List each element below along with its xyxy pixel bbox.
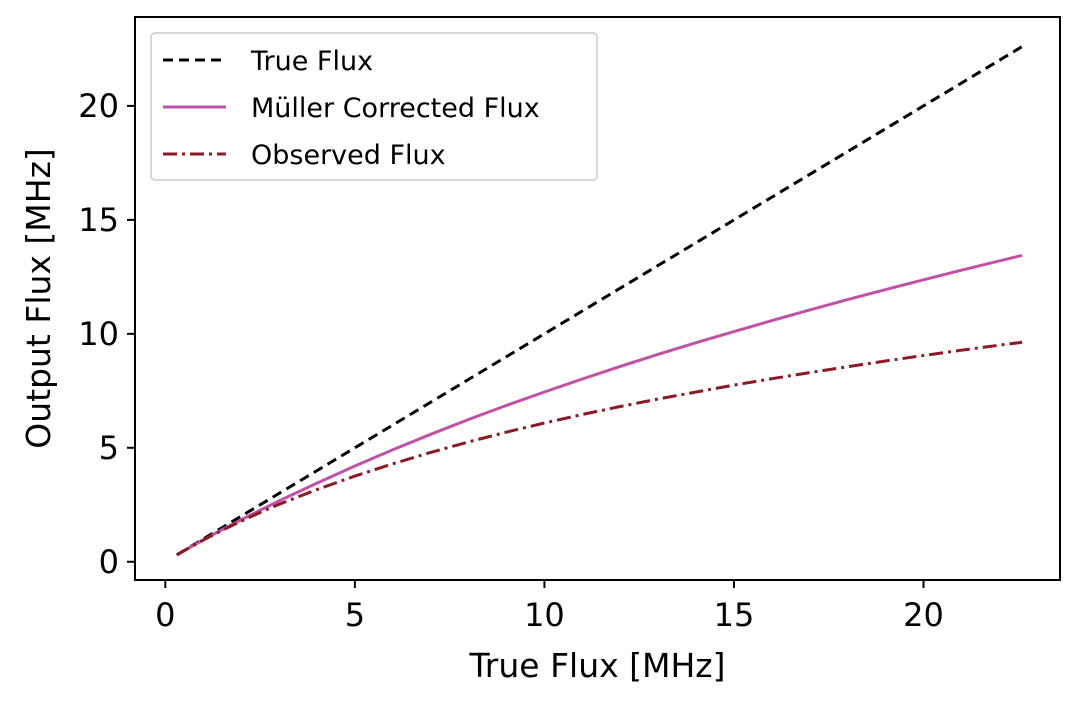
y-tick-label: 15	[78, 201, 119, 239]
x-tick-label: 10	[524, 596, 565, 634]
y-tick-label: 5	[99, 429, 119, 467]
plot-frame	[134, 16, 1061, 581]
y-axis: 0 5 10 15 20	[78, 87, 135, 581]
series-layer	[175, 45, 1023, 557]
x-tick-label: 20	[903, 596, 944, 634]
y-tick-label: 10	[78, 315, 119, 353]
x-tick-label: 5	[345, 596, 365, 634]
series-line-1	[175, 45, 1023, 557]
legend-label-2: Müller Corrected Flux	[251, 93, 540, 124]
y-tick-label: 20	[78, 87, 119, 125]
x-axis: 0 5 10 15 20	[155, 580, 944, 634]
legend-label-3: Observed Flux	[251, 140, 446, 171]
x-axis-title: True Flux [MHz]	[468, 646, 725, 685]
x-tick-label: 0	[155, 596, 175, 634]
legend-box	[150, 32, 598, 181]
series-line-2	[175, 253, 1023, 557]
legend: True Flux Müller Corrected Flux Observed F…	[150, 32, 598, 181]
y-tick-label: 0	[99, 543, 119, 581]
y-axis-title: Output Flux [MHz]	[19, 148, 58, 449]
legend-label-1: True Flux	[250, 46, 373, 77]
x-tick-label: 15	[714, 596, 755, 634]
